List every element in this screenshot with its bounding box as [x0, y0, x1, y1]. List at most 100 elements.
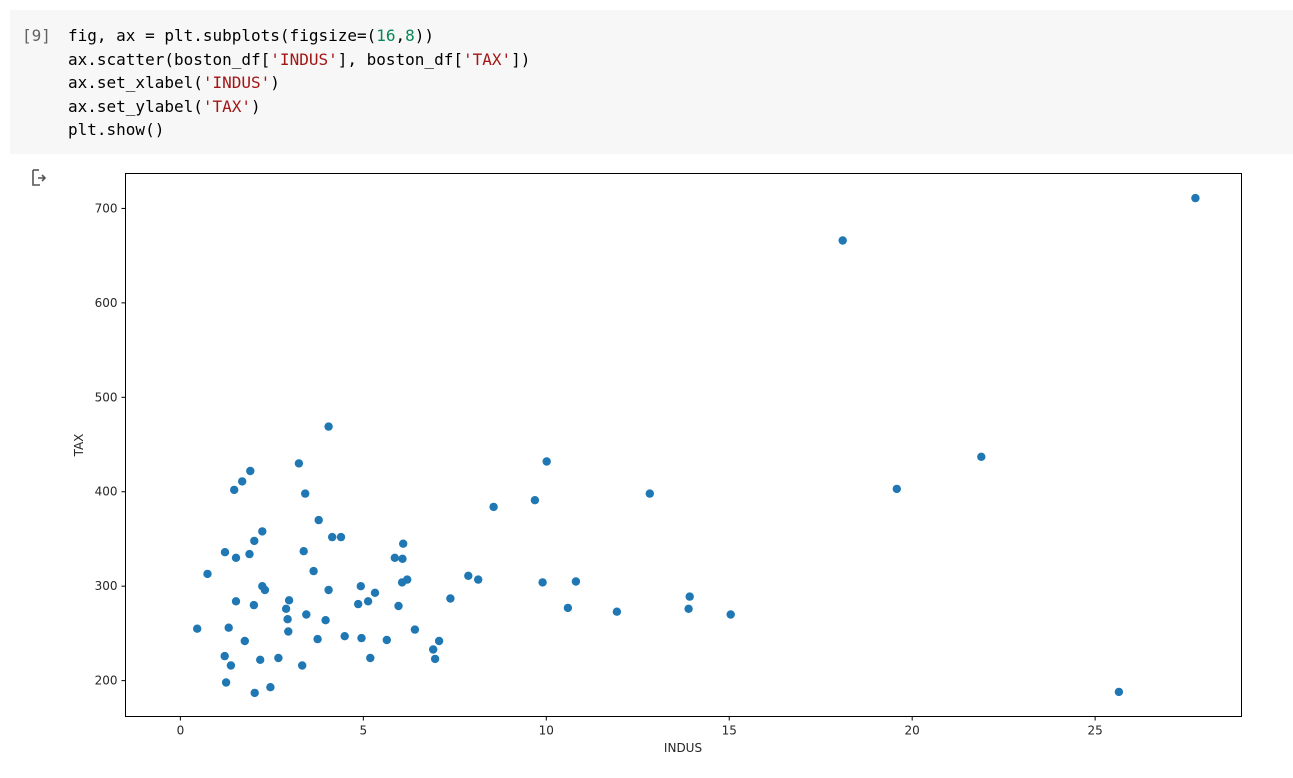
scatter-point: [281, 604, 291, 613]
scatter-point: [298, 661, 307, 670]
code-token: ax.set_xlabel(: [68, 73, 203, 92]
code-token: )): [414, 26, 435, 45]
code-editor[interactable]: fig, ax = plt.subplots(figsize=(16,8)) ax…: [68, 24, 530, 142]
scatter-point: [382, 635, 391, 645]
y-tick-label: 400: [95, 485, 118, 499]
scatter-point: [245, 549, 254, 559]
code-token: 16: [376, 26, 396, 45]
scatter-point: [220, 651, 229, 661]
scatter-point: [302, 610, 311, 619]
scatter-point: [313, 634, 322, 644]
scatter-point: [321, 616, 330, 625]
code-token: 'TAX': [462, 49, 512, 69]
scatter-point: [1191, 193, 1200, 203]
scatter-point: [538, 578, 547, 587]
scatter-point: [366, 653, 375, 663]
scatter-point: [410, 625, 420, 634]
code-token: ], boston_df[: [337, 49, 463, 69]
code-token: ]): [511, 49, 531, 69]
code-token: plt.show(): [68, 120, 165, 139]
code-line: ax.set_ylabel('TAX'): [68, 95, 530, 119]
scatter-point: [238, 477, 247, 486]
scatter-point: [284, 627, 293, 636]
scatter-point: [354, 599, 363, 609]
output-arrow-icon[interactable]: [28, 168, 48, 188]
scatter-point: [370, 588, 380, 597]
scatter-point: [977, 452, 986, 461]
code-line: fig, ax = plt.subplots(figsize=(16,8)): [68, 24, 530, 48]
scatter-point: [398, 554, 407, 563]
scatter-point: [220, 548, 230, 557]
scatter-point: [390, 553, 399, 562]
scatter-point: [838, 236, 847, 245]
y-tick-label: 600: [95, 296, 118, 310]
scatter-point: [340, 632, 349, 641]
scatter-point: [892, 484, 901, 494]
scatter-point: [363, 597, 373, 606]
scatter-point: [230, 485, 239, 495]
scatter-point: [324, 422, 333, 431]
x-tick-label: 15: [722, 724, 737, 738]
scatter-point: [274, 653, 283, 663]
scatter-point: [571, 577, 581, 586]
scatter-point: [397, 578, 407, 587]
scatter-point: [684, 604, 693, 613]
scatter-point: [1114, 687, 1124, 697]
scatter-point: [685, 592, 694, 601]
code-token: ,: [395, 26, 406, 45]
scatter-point: [231, 553, 241, 562]
x-tick-label: 10: [539, 724, 554, 738]
scatter-point: [203, 569, 212, 579]
code-token: fig, ax = plt.subplots(figsize=(: [68, 26, 377, 45]
scatter-point: [563, 603, 573, 613]
scatter-points: [193, 193, 1200, 698]
scatter-point: [309, 566, 318, 576]
code-line: ax.set_xlabel('INDUS'): [68, 71, 530, 95]
scatter-point: [231, 597, 241, 606]
scatter-point: [284, 596, 294, 605]
code-token: ax.scatter(boston_df[: [68, 49, 271, 69]
scatter-point: [258, 527, 267, 536]
code-token: 'TAX': [202, 96, 252, 116]
scatter-point: [446, 594, 455, 603]
code-token: 8: [405, 26, 415, 45]
scatter-point: [240, 636, 249, 646]
scatter-point: [224, 623, 233, 632]
scatter-point: [266, 683, 275, 692]
scatter-point: [193, 624, 202, 633]
x-tick-label: 25: [1087, 724, 1102, 738]
y-tick-label: 700: [95, 201, 118, 215]
scatter-point: [250, 688, 259, 698]
scatter-point: [221, 678, 231, 687]
execution-count: [9]: [22, 26, 51, 45]
y-axis-ticks: 200 300 400 500 600 700: [95, 201, 126, 688]
scatter-point: [336, 532, 346, 542]
scatter-point: [299, 547, 308, 556]
scatter-point: [328, 532, 337, 542]
code-cell-input[interactable]: [9] fig, ax = plt.subplots(figsize=(16,8…: [10, 10, 1293, 154]
scatter-point: [542, 457, 551, 466]
scatter-point: [314, 515, 323, 525]
code-token: ): [270, 73, 280, 92]
y-axis-label: TAX: [72, 434, 86, 458]
scatter-point: [256, 655, 265, 664]
scatter-point: [356, 582, 365, 591]
scatter-point: [726, 610, 735, 619]
plot-frame: [125, 173, 1242, 717]
scatter-point: [226, 661, 236, 670]
code-token: ): [251, 96, 261, 116]
x-tick-label: 20: [905, 724, 920, 738]
scatter-point: [394, 601, 403, 611]
scatter-point: [260, 585, 270, 595]
scatter-point: [434, 636, 444, 646]
scatter-point: [324, 585, 333, 595]
scatter-point: [399, 539, 408, 548]
scatter-point: [530, 496, 540, 505]
scatter-point: [430, 654, 440, 664]
x-axis-label: INDUS: [664, 741, 702, 755]
scatter-point: [464, 571, 473, 580]
y-tick-label: 500: [95, 390, 118, 404]
code-token: ax.set_ylabel(: [68, 96, 203, 116]
scatter-point: [612, 607, 622, 616]
